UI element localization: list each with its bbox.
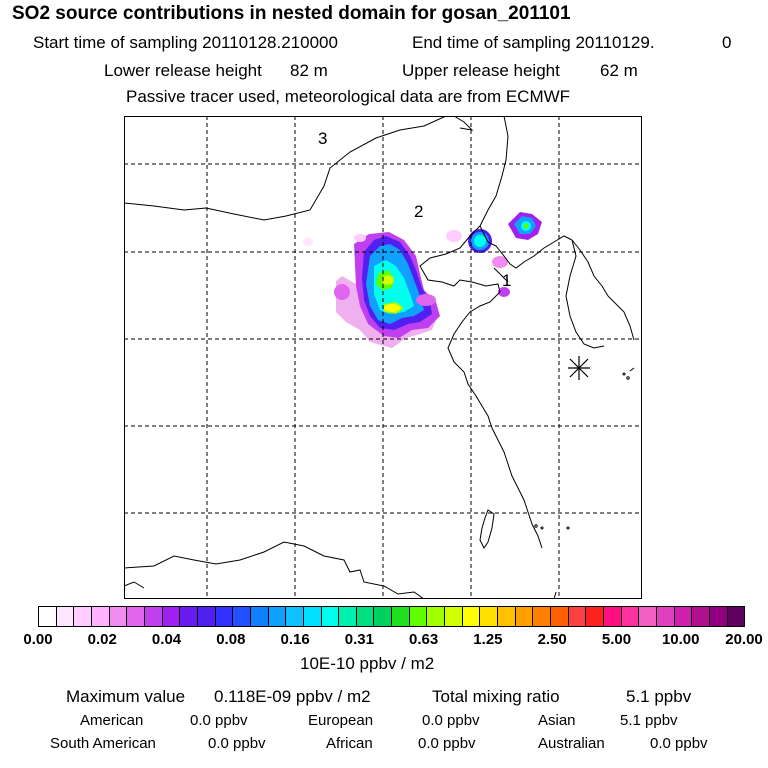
colorbar-swatch	[409, 607, 428, 626]
colorbar	[38, 606, 745, 627]
marker-1: 1	[502, 271, 511, 290]
colorbar-tick-label: 0.04	[151, 631, 182, 648]
colorbar-swatch	[427, 607, 446, 626]
lower-release-value: 82 m	[290, 61, 328, 80]
colorbar-swatch	[162, 607, 181, 626]
colorbar-units: 10E-10 ppbv / m2	[300, 654, 435, 673]
colorbar-swatch	[339, 607, 357, 626]
region-value-african: 0.0 ppbv	[418, 735, 476, 752]
colorbar-tick-label: 5.00	[601, 631, 632, 648]
colorbar-swatch	[215, 607, 234, 626]
colorbar-swatch	[144, 607, 163, 626]
start-time: Start time of sampling 20110128.210000	[33, 33, 338, 52]
colorbar-swatch	[356, 607, 375, 626]
colorbar-tick-label: 0.08	[216, 631, 246, 648]
page-title: SO2 source contributions in nested domai…	[12, 3, 571, 24]
colorbar-swatch	[303, 607, 322, 626]
upper-release-value: 62 m	[600, 61, 638, 80]
colorbar-swatch	[551, 607, 569, 626]
colorbar-swatch	[604, 607, 622, 626]
colorbar-swatch	[586, 607, 604, 626]
colorbar-swatch	[127, 607, 145, 626]
end-time: End time of sampling 20110129.	[412, 33, 655, 52]
colorbar-swatch	[286, 607, 304, 626]
colorbar-swatch	[374, 607, 393, 626]
colorbar-swatch	[268, 607, 287, 626]
coastlines	[124, 116, 635, 599]
colorbar-swatch	[445, 607, 463, 626]
colorbar-swatch	[621, 607, 640, 626]
total-mixing-label: Total mixing ratio	[432, 687, 560, 706]
concentration-plume	[303, 212, 542, 348]
max-value: 0.118E-09 ppbv / m2	[214, 687, 371, 706]
colorbar-swatch	[39, 607, 57, 626]
lat-lon-grid	[124, 116, 642, 599]
region-name-african: African	[326, 735, 373, 752]
end-time-suffix: 0	[722, 33, 732, 52]
colorbar-tick-label: 2.50	[537, 631, 567, 648]
lower-release-label: Lower release height	[104, 61, 262, 80]
colorbar-swatch	[674, 607, 693, 626]
colorbar-swatch	[197, 607, 216, 626]
colorbar-swatch	[656, 607, 675, 626]
colorbar-tick-label: 0.31	[344, 631, 374, 648]
region-value-asian: 5.1 ppbv	[620, 712, 678, 729]
colorbar-swatch	[727, 607, 745, 626]
colorbar-swatch	[74, 607, 92, 626]
colorbar-swatch	[56, 607, 75, 626]
colorbar-swatch	[709, 607, 728, 626]
region-value-american: 0.0 ppbv	[190, 712, 248, 729]
colorbar-swatch	[480, 607, 499, 626]
region-value-south-american: 0.0 ppbv	[208, 735, 266, 752]
region-name-australian: Australian	[538, 735, 605, 752]
concentration-map: 1 2 3	[124, 116, 642, 599]
colorbar-tick-label: 0.63	[409, 631, 439, 648]
colorbar-swatch	[109, 607, 128, 626]
region-name-american: American	[80, 712, 144, 729]
colorbar-tick-label: 0.16	[280, 631, 310, 648]
region-value-european: 0.0 ppbv	[422, 712, 480, 729]
colorbar-swatch	[568, 607, 587, 626]
region-value-australian: 0.0 ppbv	[650, 735, 708, 752]
colorbar-swatch	[515, 607, 534, 626]
marker-3: 3	[318, 129, 327, 148]
region-name-asian: Asian	[538, 712, 576, 729]
colorbar-swatch	[639, 607, 657, 626]
max-value-label: Maximum value	[66, 687, 186, 706]
colorbar-swatch	[321, 607, 340, 626]
data-note: Passive tracer used, meteorological data…	[126, 87, 571, 106]
total-mixing-value: 5.1 ppbv	[626, 687, 692, 706]
colorbar-tick-label: 0.00	[23, 631, 53, 648]
colorbar-tick-label: 1.25	[473, 631, 503, 648]
colorbar-swatch	[250, 607, 269, 626]
marker-2: 2	[414, 202, 423, 221]
colorbar-swatch	[462, 607, 481, 626]
colorbar-swatch	[533, 607, 552, 626]
colorbar-swatch	[180, 607, 198, 626]
colorbar-tick-label: 20.00	[725, 631, 763, 648]
colorbar-tick-label: 0.02	[87, 631, 117, 648]
receptor-star-icon	[568, 356, 590, 380]
colorbar-swatch	[91, 607, 110, 626]
colorbar-swatch	[498, 607, 516, 626]
upper-release-label: Upper release height	[402, 61, 560, 80]
region-name-european: European	[308, 712, 374, 729]
colorbar-swatch	[233, 607, 251, 626]
colorbar-tick-label: 10.00	[661, 631, 700, 648]
colorbar-swatch	[392, 607, 410, 626]
colorbar-swatch	[692, 607, 710, 626]
region-name-south-american: South American	[50, 735, 156, 752]
